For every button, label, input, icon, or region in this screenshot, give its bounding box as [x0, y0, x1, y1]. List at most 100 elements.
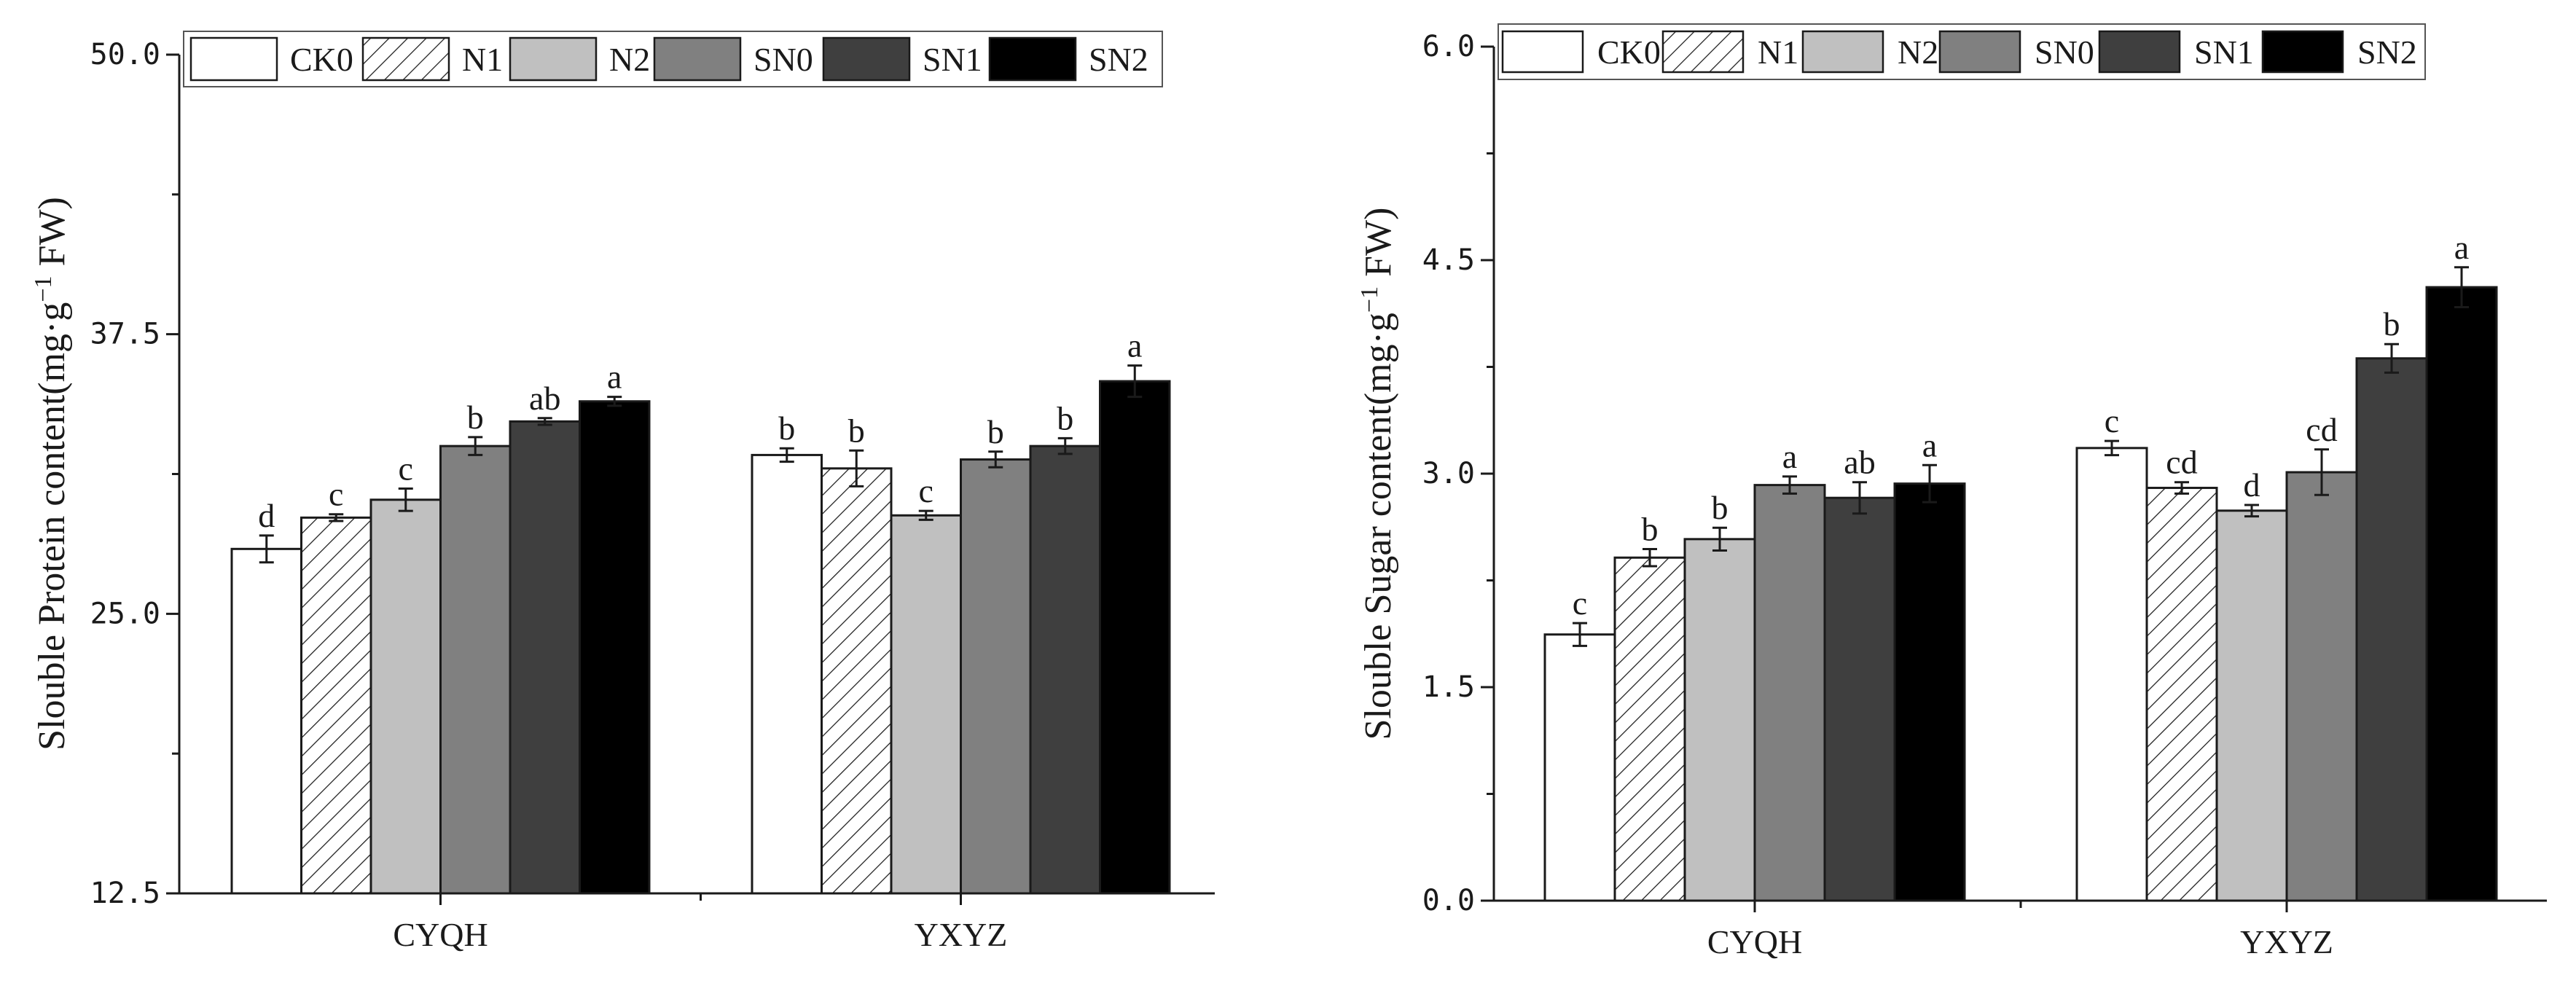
error-bar: [1852, 481, 1867, 515]
significance-letter: c: [1573, 584, 1587, 622]
y-axis-title: Slouble Protein content(mg·g−1 FW): [30, 197, 73, 751]
y-tick-label: 50.0: [90, 38, 160, 71]
bar-n2-cyqh: [1683, 538, 1756, 902]
bar-sn1-cyqh: [1823, 496, 1896, 902]
sugar-chart: c c b cd b d a cd ab b a a 0.0 1.5 3.0 4.5 6.0 CYQH YXYZ Sl…: [1356, 23, 2547, 960]
significance-letter: c: [399, 450, 413, 487]
legend-swatch-n2: [1801, 30, 1884, 74]
bar-ck0-yxyz: [2075, 447, 2148, 902]
error-bar: [1922, 463, 1937, 504]
y-axis-title-superscript: −1: [1356, 286, 1383, 313]
significance-letter: b: [1057, 399, 1073, 436]
y-tick-label: 1.5: [1422, 670, 1475, 704]
significance-letter: a: [1782, 438, 1797, 475]
legend-label: N1: [462, 41, 503, 78]
bar-sn2-cyqh: [579, 400, 651, 895]
error-bar: [468, 436, 483, 456]
y-tick-label: 37.5: [90, 318, 160, 351]
significance-letter: a: [607, 359, 622, 396]
significance-letter: a: [2454, 229, 2469, 266]
error-bar: [1643, 548, 1657, 568]
error-bar: [2105, 439, 2119, 457]
significance-letter: b: [1712, 489, 1729, 526]
legend-label: N1: [1758, 34, 1798, 71]
bar-sn0-cyqh: [1753, 484, 1826, 902]
legend-swatch-n1: [361, 36, 450, 82]
error-bar: [1057, 436, 1073, 455]
y-tick-label: 12.5: [90, 877, 160, 910]
y-axis-title-superscript: −1: [30, 275, 57, 302]
legend-swatch-sn2: [988, 36, 1077, 82]
legend-swatch-ck0: [189, 36, 278, 82]
x-category-label: YXYZ: [2240, 923, 2333, 960]
legend-label: SN2: [2357, 34, 2417, 71]
error-bar: [2244, 504, 2259, 518]
y-axis-title-main: Slouble Sugar content(mg·g: [1358, 313, 1399, 740]
error-bar: [607, 396, 622, 407]
y-tick-label: 25.0: [90, 597, 160, 630]
significance-letter: a: [1922, 426, 1937, 463]
significance-letter: b: [467, 399, 484, 436]
significance-letter: b: [1642, 511, 1659, 548]
legend-swatch-sn1: [2098, 30, 2181, 74]
error-bar: [2174, 481, 2189, 495]
significance-letter: cd: [2306, 411, 2337, 448]
legend-swatch-sn0: [653, 36, 742, 82]
significance-letter: a: [1127, 327, 1142, 364]
error-bar: [537, 417, 552, 426]
x-category-label: CYQH: [393, 916, 488, 953]
legend-label: CK0: [1597, 34, 1661, 71]
significance-letter: cd: [2166, 444, 2197, 481]
error-bar: [918, 509, 933, 521]
error-bar: [779, 447, 794, 463]
y-tick-label: 4.5: [1422, 243, 1475, 277]
legend-label: SN0: [753, 41, 813, 78]
bar-n1-yxyz: [2145, 487, 2218, 902]
bar-sn1-yxyz: [1029, 444, 1101, 895]
legend-label: SN1: [923, 41, 982, 78]
bar-ck0-cyqh: [230, 547, 302, 895]
bar-sn0-cyqh: [439, 444, 512, 895]
legend-swatch-n2: [509, 36, 598, 82]
significance-letter: c: [329, 476, 343, 513]
significance-letter: d: [2244, 466, 2260, 504]
bar-n1-yxyz: [821, 467, 893, 895]
error-bar: [2314, 448, 2329, 496]
significance-letter: ab: [1844, 444, 1875, 481]
significance-letter: b: [2384, 305, 2400, 342]
legend-label: SN1: [2194, 34, 2254, 71]
bar-ck0-cyqh: [1543, 633, 1616, 902]
y-tick-label: 6.0: [1422, 30, 1475, 63]
bar-n1-cyqh: [300, 516, 372, 895]
legend-label: N2: [609, 41, 650, 78]
error-bar: [259, 534, 274, 564]
protein-chart: d b c b c c b b ab b a a 12.5 25.0 37.5 50.0 CYQH YXYZ Slo…: [30, 31, 1215, 953]
legend-label: CK0: [290, 41, 353, 78]
error-bar: [1712, 526, 1727, 552]
error-bar: [1782, 475, 1797, 495]
error-bar: [329, 513, 344, 522]
bar-sn2-yxyz: [2425, 286, 2498, 902]
significance-letter: c: [919, 472, 933, 509]
significance-letter: c: [2105, 402, 2119, 439]
error-bar: [2384, 342, 2399, 374]
legend-label: SN2: [1089, 41, 1148, 78]
error-bar: [988, 450, 1003, 469]
error-bar: [849, 449, 864, 487]
significance-letter: b: [848, 412, 865, 449]
bar-ck0-yxyz: [751, 453, 823, 895]
significance-letter: b: [778, 410, 795, 447]
legend-swatch-n1: [1661, 30, 1745, 74]
legend-swatch-sn1: [822, 36, 911, 82]
bar-n1-cyqh: [1613, 556, 1686, 902]
bar-sn0-yxyz: [960, 458, 1032, 895]
significance-letter: d: [258, 497, 275, 534]
x-category-label: CYQH: [1707, 923, 1802, 960]
y-axis-title-main: Slouble Protein content(mg·g: [31, 302, 73, 751]
x-category-label: YXYZ: [915, 916, 1008, 953]
error-bar: [398, 487, 413, 512]
bar-sn2-yxyz: [1099, 380, 1171, 895]
bar-sn2-cyqh: [1893, 482, 1966, 902]
error-bar: [1573, 622, 1587, 647]
